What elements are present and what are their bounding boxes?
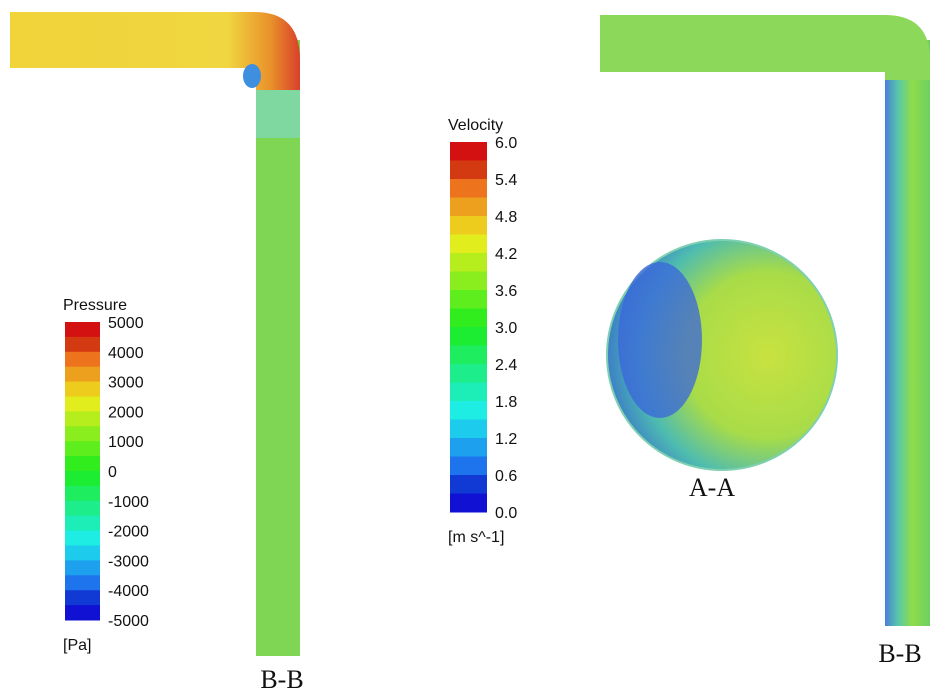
color-band bbox=[450, 309, 487, 328]
tick-label: 1000 bbox=[108, 434, 144, 451]
low-velocity-zone bbox=[618, 262, 702, 418]
tick-label: 4000 bbox=[108, 345, 144, 362]
tick-label: -5000 bbox=[108, 613, 149, 630]
color-band bbox=[450, 216, 487, 235]
color-band bbox=[65, 501, 100, 516]
color-band bbox=[450, 457, 487, 476]
color-band bbox=[450, 235, 487, 254]
legend-title: Velocity bbox=[448, 117, 503, 134]
color-band bbox=[450, 364, 487, 383]
color-band bbox=[65, 456, 100, 471]
color-band bbox=[450, 290, 487, 309]
color-band bbox=[65, 441, 100, 456]
pipe-horizontal bbox=[600, 15, 930, 80]
color-band bbox=[65, 546, 100, 561]
tick-label: 1.2 bbox=[495, 431, 517, 448]
color-band bbox=[450, 327, 487, 346]
section-label: B-B bbox=[260, 665, 303, 694]
color-band bbox=[65, 426, 100, 441]
color-band bbox=[65, 560, 100, 575]
pipe-vertical bbox=[885, 40, 930, 626]
tick-label: 3000 bbox=[108, 375, 144, 392]
color-band bbox=[65, 471, 100, 486]
tick-label: -4000 bbox=[108, 583, 149, 600]
color-band bbox=[450, 272, 487, 291]
tick-label: -2000 bbox=[108, 524, 149, 541]
color-band bbox=[450, 475, 487, 494]
color-band bbox=[65, 531, 100, 546]
color-band bbox=[450, 198, 487, 217]
tick-label: 1.8 bbox=[495, 394, 517, 411]
color-band bbox=[65, 411, 100, 426]
tick-label: 0.0 bbox=[495, 505, 517, 522]
color-band bbox=[65, 337, 100, 352]
tick-label: 2000 bbox=[108, 404, 144, 421]
color-band bbox=[450, 401, 487, 420]
tick-label: -3000 bbox=[108, 553, 149, 570]
color-band bbox=[450, 494, 487, 513]
color-band bbox=[65, 352, 100, 367]
tick-label: -1000 bbox=[108, 494, 149, 511]
pressure-contour bbox=[10, 12, 300, 656]
tick-label: 4.8 bbox=[495, 209, 517, 226]
tick-label: 0 bbox=[108, 464, 117, 481]
color-band bbox=[450, 383, 487, 402]
tick-label: 5.4 bbox=[495, 172, 517, 189]
color-band bbox=[450, 438, 487, 457]
velocity-contour bbox=[600, 15, 930, 626]
legend-title: Pressure bbox=[63, 297, 127, 314]
vortex bbox=[243, 64, 261, 88]
color-band bbox=[450, 253, 487, 272]
color-band bbox=[65, 486, 100, 501]
color-band bbox=[65, 575, 100, 590]
color-band bbox=[65, 605, 100, 620]
tick-label: 4.2 bbox=[495, 246, 517, 263]
color-band bbox=[450, 179, 487, 198]
tick-label: 6.0 bbox=[495, 135, 517, 152]
color-band bbox=[450, 346, 487, 365]
color-band bbox=[65, 382, 100, 397]
color-band bbox=[450, 161, 487, 180]
color-band bbox=[450, 142, 487, 161]
section-label: A-A bbox=[689, 473, 735, 502]
legend-unit: [Pa] bbox=[63, 637, 91, 654]
figure: Pressure5000 4000 3000 2000 1000 0 -1000 -2000 -… bbox=[0, 0, 932, 698]
tick-label: 3.6 bbox=[495, 283, 517, 300]
color-band bbox=[450, 420, 487, 439]
legend-unit: [m s^-1] bbox=[448, 529, 504, 546]
color-band bbox=[65, 397, 100, 412]
tick-label: 5000 bbox=[108, 315, 144, 332]
color-band bbox=[65, 516, 100, 531]
tick-label: 2.4 bbox=[495, 357, 517, 374]
section-label: B-B bbox=[878, 639, 921, 668]
tick-label: 3.0 bbox=[495, 320, 517, 337]
color-band bbox=[65, 367, 100, 382]
color-band bbox=[65, 590, 100, 605]
tick-label: 0.6 bbox=[495, 468, 517, 485]
color-band bbox=[65, 322, 100, 337]
